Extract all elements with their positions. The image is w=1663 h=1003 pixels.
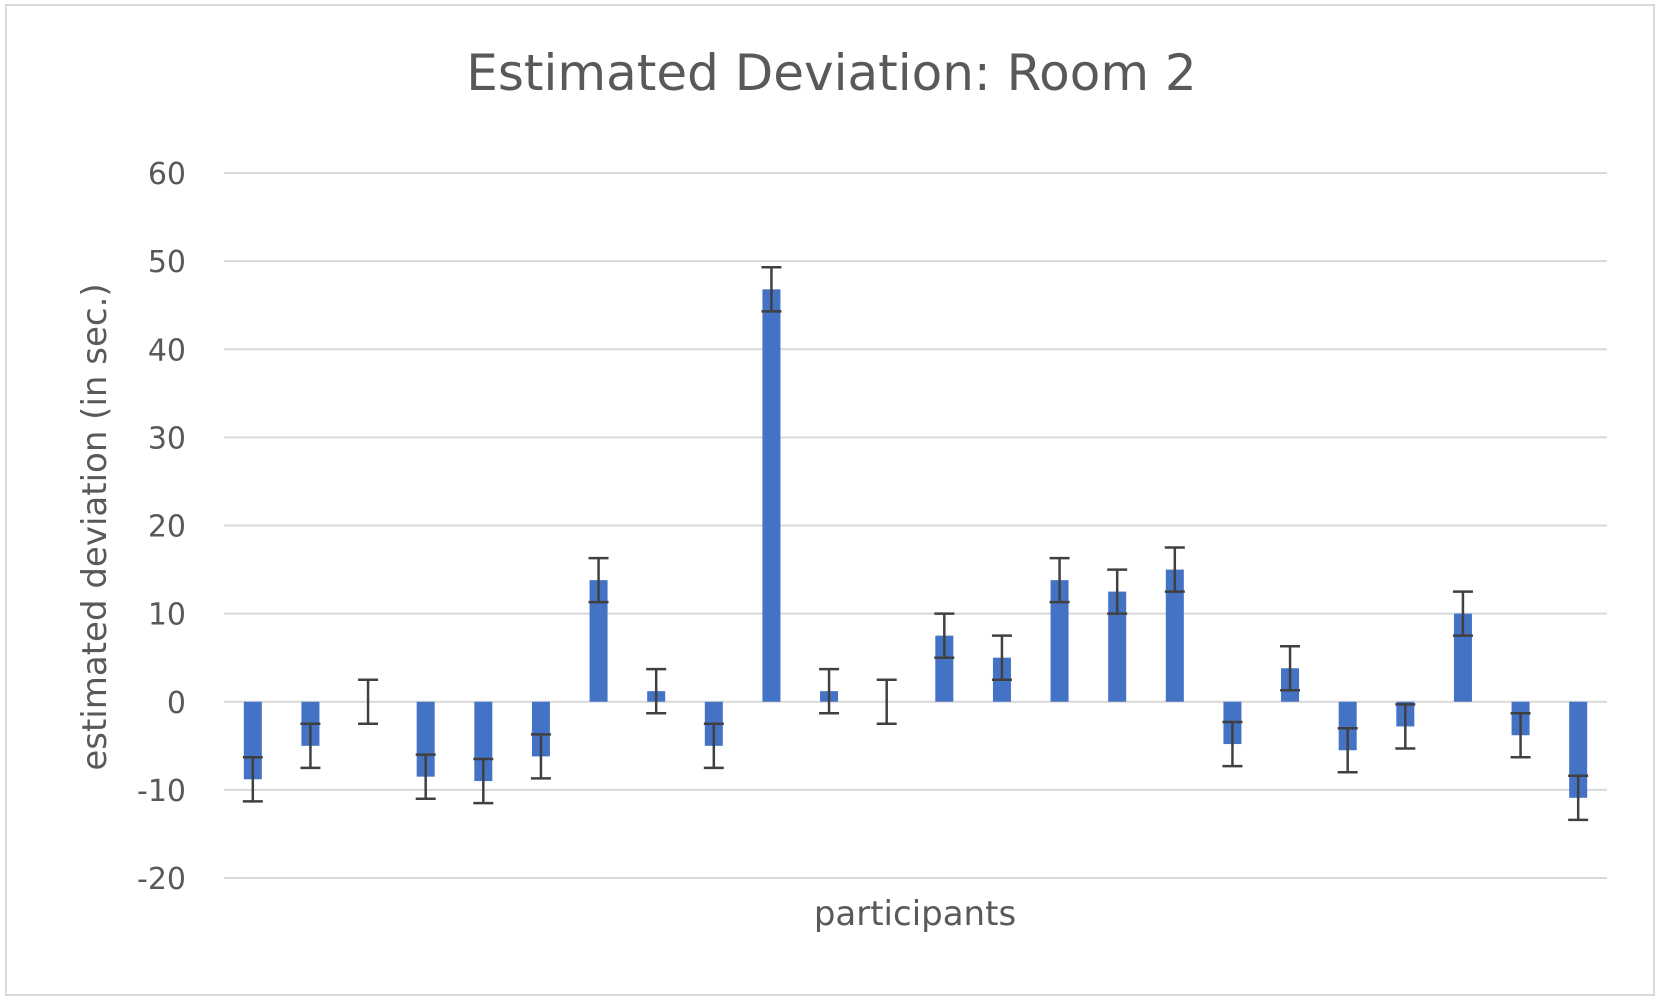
bar xyxy=(589,580,608,702)
y-tick-label: 40 xyxy=(148,333,186,368)
bar xyxy=(243,701,262,780)
error-bar xyxy=(703,722,724,770)
error-bar xyxy=(819,667,840,715)
error-bar xyxy=(876,678,897,726)
error-bar xyxy=(1337,726,1358,774)
y-tick-label: 60 xyxy=(148,157,186,192)
y-axis-ticks: 60 50 40 30 20 10 0 -10 -20 xyxy=(137,157,186,897)
error-bar xyxy=(1280,644,1301,692)
error-bar xyxy=(588,556,609,604)
error-bar xyxy=(646,667,667,715)
x-axis-title: participants xyxy=(814,894,1016,934)
error-bar xyxy=(1568,774,1589,822)
error-bar xyxy=(473,757,494,805)
bar xyxy=(474,701,493,782)
error-bar xyxy=(1510,711,1531,759)
bar xyxy=(1569,701,1588,798)
error-bar xyxy=(415,753,436,800)
error-bar xyxy=(991,634,1012,681)
error-bar xyxy=(1164,546,1185,593)
y-tick-label: 20 xyxy=(148,510,186,545)
y-tick-label: 30 xyxy=(148,421,186,456)
bar xyxy=(1050,580,1069,702)
bar xyxy=(935,635,954,702)
y-axis-title: estimated deviation (in sec.) xyxy=(75,283,115,770)
bar xyxy=(1165,569,1184,702)
error-bar xyxy=(761,266,782,313)
error-bar xyxy=(934,612,955,659)
chart-area xyxy=(5,4,1655,996)
chart-title: Estimated Deviation: Room 2 xyxy=(466,44,1197,102)
y-tick-label: 0 xyxy=(167,686,186,721)
error-bar xyxy=(1107,568,1128,615)
error-bars xyxy=(242,266,1589,822)
error-bar xyxy=(1049,556,1070,604)
y-tick-label: 10 xyxy=(148,598,186,633)
y-tick-label: -20 xyxy=(137,862,186,897)
bar xyxy=(762,289,781,702)
y-tick-label: 50 xyxy=(148,245,186,280)
error-bar xyxy=(358,678,379,726)
bar xyxy=(416,701,435,777)
error-bar xyxy=(1452,590,1473,637)
error-bar xyxy=(1222,720,1243,768)
y-tick-label: -10 xyxy=(137,774,186,809)
bars xyxy=(243,289,1588,798)
error-bar xyxy=(300,722,321,770)
bar xyxy=(1338,701,1357,751)
error-bar xyxy=(530,733,551,780)
gridlines xyxy=(224,172,1607,879)
bar xyxy=(531,701,550,757)
bar xyxy=(1108,591,1127,702)
error-bar xyxy=(1395,703,1416,750)
error-bar xyxy=(242,756,263,803)
